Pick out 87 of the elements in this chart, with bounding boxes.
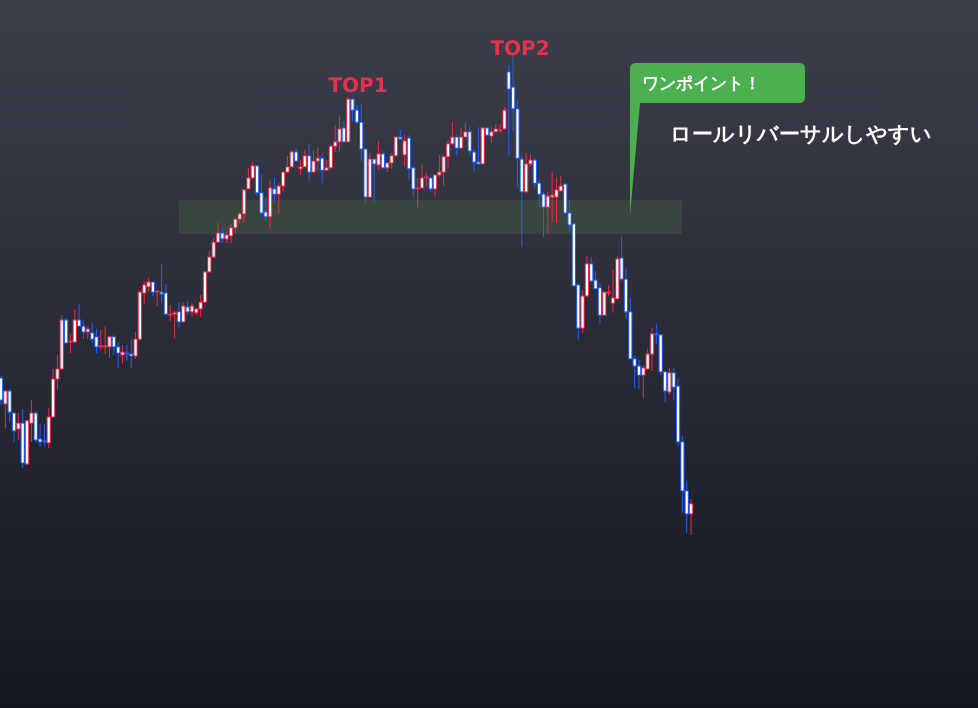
candlestick [463, 122, 468, 138]
annotation: TOP1 [328, 73, 388, 97]
candlestick [567, 200, 572, 232]
candlestick [181, 302, 186, 324]
candlestick [320, 152, 324, 184]
candlestick [450, 122, 454, 146]
candlestick [337, 115, 342, 152]
candlestick [606, 284, 611, 296]
candlestick [541, 191, 546, 238]
annotation: ワンポイント！ [642, 74, 761, 94]
candlestick [38, 424, 42, 447]
candlestick [94, 328, 99, 354]
candlestick [129, 338, 134, 368]
candlestick [228, 223, 234, 244]
candlestick [316, 146, 320, 172]
candlestick [688, 498, 694, 536]
candlestick [77, 304, 82, 327]
candlestick [650, 328, 654, 372]
candlestick [133, 331, 138, 360]
candlestick [432, 174, 438, 198]
candlestick [12, 412, 16, 442]
candlestick [272, 177, 277, 202]
candlestick [416, 177, 420, 208]
annotation: TOP2 [490, 36, 550, 60]
candlestick [294, 148, 298, 163]
candlestick [476, 126, 480, 166]
candlestick [528, 154, 533, 168]
candlestick [86, 326, 90, 340]
candlestick [632, 355, 637, 389]
candlestick [372, 158, 376, 202]
candlestick [81, 320, 86, 340]
candlestick [610, 270, 616, 314]
candlestick [250, 162, 255, 180]
candlestick [146, 278, 151, 293]
candlestick [558, 175, 563, 192]
candlestick [428, 174, 433, 192]
candlestick [120, 344, 125, 364]
candlestick [402, 134, 407, 168]
candlestick [155, 290, 160, 307]
candlestick [198, 294, 203, 318]
candlestick [390, 152, 394, 170]
candlestick [176, 302, 182, 329]
candlestick [472, 148, 476, 172]
candlestick [107, 335, 112, 358]
candlestick [398, 129, 402, 140]
candlestick [68, 333, 73, 354]
candlestick [324, 160, 329, 171]
candlestick [190, 302, 194, 317]
candlestick [186, 300, 190, 316]
candlestick [3, 390, 8, 428]
candlestick [350, 98, 355, 122]
candlestick [620, 236, 624, 282]
candlestick [238, 211, 242, 224]
candlestick [554, 176, 559, 224]
candlestick [220, 226, 224, 244]
annotation: ロールリバーサルしやすい [670, 122, 932, 146]
candlestick [593, 270, 598, 290]
candlestick [446, 139, 450, 170]
candlestick [311, 150, 316, 173]
candlestick [90, 322, 94, 344]
candlestick [42, 424, 46, 447]
candlestick [16, 412, 20, 440]
candlestick [164, 283, 168, 315]
candlestick [150, 282, 155, 296]
candlestick [420, 164, 424, 188]
candlestick [458, 127, 464, 149]
candlestick [654, 323, 658, 344]
candlestick [103, 326, 108, 355]
candlestick [636, 359, 642, 390]
candlestick [667, 367, 672, 396]
candlestick [0, 376, 4, 406]
candlestick [376, 140, 381, 171]
candlestick [159, 263, 164, 304]
candlestick [589, 256, 594, 283]
candlestick [489, 126, 494, 144]
candlestick [298, 160, 303, 176]
candlestick [242, 189, 246, 224]
candlestick [142, 280, 146, 305]
candlestick [662, 370, 668, 403]
candlestick [307, 143, 312, 182]
candlestick [454, 134, 459, 156]
candlestick [342, 120, 346, 142]
candlestick [98, 330, 103, 351]
candlestick [29, 400, 34, 442]
candlestick [285, 155, 290, 173]
candlestick [55, 354, 60, 391]
candlestick [216, 222, 220, 244]
